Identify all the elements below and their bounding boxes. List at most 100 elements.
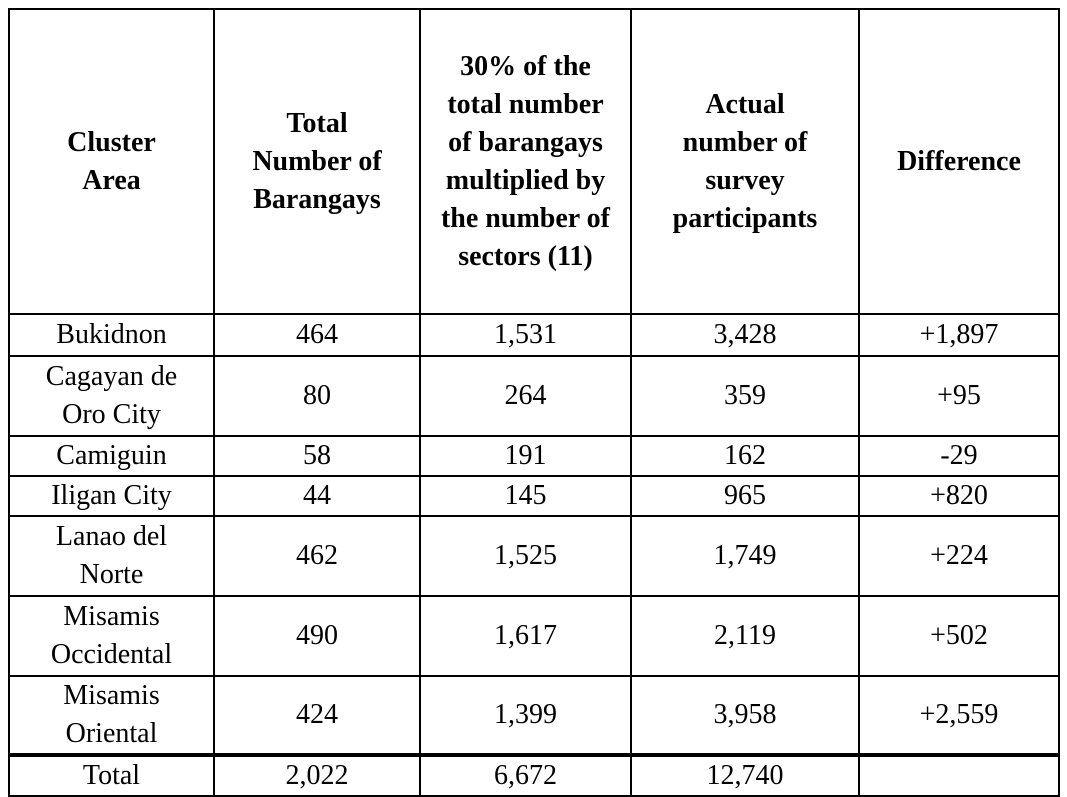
- cell-text: 1,531: [494, 319, 557, 350]
- table-cell: 462: [213, 515, 421, 597]
- table-cell: +95: [858, 355, 1060, 437]
- cell-text: +95: [937, 380, 981, 411]
- cell-text: 145: [504, 480, 547, 511]
- table-cell: Misamis Occidental: [8, 595, 215, 677]
- table-cell: 1,399: [419, 675, 632, 756]
- cell-text: 2,022: [285, 760, 349, 791]
- empty-cell: [858, 753, 1060, 797]
- header-cell: Cluster Area: [8, 8, 215, 315]
- header-cell: Total Number of Barangays: [213, 8, 421, 315]
- cell-text: +224: [930, 540, 988, 571]
- table-cell: 3,958: [630, 675, 860, 756]
- header-cell: Difference: [858, 8, 1060, 315]
- table-cell: Misamis Oriental: [8, 675, 215, 756]
- table-cell: 3,428: [630, 313, 860, 357]
- table-cell: 1,749: [630, 515, 860, 597]
- table-cell: 1,531: [419, 313, 632, 357]
- table-cell: Cagayan de Oro City: [8, 355, 215, 437]
- table-cell: 58: [213, 435, 421, 477]
- table-body: Bukidnon 464 1,531 3,428 +1,897 Cagayan de Or…: [8, 313, 1060, 797]
- table-cell: 2,119: [630, 595, 860, 677]
- table-row: Misamis Occidental 490 1,617 2,119 +502: [8, 595, 1060, 677]
- cell-text: 1,525: [494, 540, 557, 571]
- cell-text: 424: [296, 699, 338, 730]
- cell-text: Misamis Occidental: [50, 601, 173, 670]
- table-cell: 191: [419, 435, 632, 477]
- data-table: Cluster Area Total Number of Barangays 30%…: [8, 8, 1060, 797]
- total-cell: 6,672: [419, 753, 632, 797]
- total-row: Total 2,022 6,672 12,740: [8, 753, 1060, 797]
- table-cell: +502: [858, 595, 1060, 677]
- cell-text: 3,958: [713, 699, 777, 730]
- cell-text: 58: [303, 440, 331, 471]
- cell-text: Bukidnon: [56, 319, 167, 350]
- cell-text: 44: [303, 480, 331, 511]
- table-row: Cagayan de Oro City 80 264 359 +95: [8, 355, 1060, 437]
- table-cell: 44: [213, 475, 421, 517]
- table-row: Camiguin 58 191 162 -29: [8, 435, 1060, 477]
- total-cell: 12,740: [630, 753, 860, 797]
- table-cell: Bukidnon: [8, 313, 215, 357]
- table-row: Misamis Oriental 424 1,399 3,958 +2,559: [8, 675, 1060, 756]
- table-cell: +820: [858, 475, 1060, 517]
- cell-text: +820: [930, 480, 988, 511]
- table-cell: 1,525: [419, 515, 632, 597]
- table-cell: 359: [630, 355, 860, 437]
- table-cell: 1,617: [419, 595, 632, 677]
- cell-text: Actual number of survey participants: [672, 88, 818, 234]
- table-cell: +2,559: [858, 675, 1060, 756]
- cell-text: 191: [504, 440, 547, 471]
- table-cell: Camiguin: [8, 435, 215, 477]
- cell-text: 3,428: [713, 319, 777, 350]
- cell-text: 30% of the total number of barangays mul…: [440, 50, 611, 272]
- table-cell: 490: [213, 595, 421, 677]
- cell-text: Misamis Oriental: [63, 680, 160, 749]
- cell-text: 490: [296, 620, 338, 651]
- table-cell: -29: [858, 435, 1060, 477]
- table-row: Bukidnon 464 1,531 3,428 +1,897: [8, 313, 1060, 357]
- total-cell: Total: [8, 753, 215, 797]
- cell-text: 2,119: [714, 620, 776, 651]
- total-cell: 2,022: [213, 753, 421, 797]
- cell-text: 12,740: [706, 760, 784, 791]
- cell-text: 162: [724, 440, 766, 471]
- cell-text: Cagayan de Oro City: [45, 361, 178, 430]
- cell-text: 1,749: [713, 540, 777, 571]
- table-cell: Iligan City: [8, 475, 215, 517]
- header-cell: Actual number of survey participants: [630, 8, 860, 315]
- cell-text: Total Number of Barangays: [252, 107, 382, 215]
- table-cell: Lanao del Norte: [8, 515, 215, 597]
- table-row: Lanao del Norte 462 1,525 1,749 +224: [8, 515, 1060, 597]
- cell-text: -29: [940, 440, 978, 471]
- table-cell: 80: [213, 355, 421, 437]
- table-cell: 424: [213, 675, 421, 756]
- table-cell: 464: [213, 313, 421, 357]
- table-cell: 145: [419, 475, 632, 517]
- table-row: Iligan City 44 145 965 +820: [8, 475, 1060, 517]
- cell-text: Difference: [897, 145, 1021, 177]
- cell-text: Lanao del Norte: [55, 521, 168, 590]
- cell-text: 1,617: [494, 620, 557, 651]
- cell-text: 264: [504, 380, 547, 411]
- cell-text: +502: [930, 620, 988, 651]
- cell-text: 464: [296, 319, 338, 350]
- cell-text: 462: [296, 540, 338, 571]
- table-cell: +224: [858, 515, 1060, 597]
- table-cell: 162: [630, 435, 860, 477]
- cell-text: +1,897: [919, 319, 999, 350]
- header-cell: 30% of the total number of barangays mul…: [419, 8, 632, 315]
- cell-text: +2,559: [919, 699, 999, 730]
- cell-text: 6,672: [494, 760, 557, 791]
- table-cell: 264: [419, 355, 632, 437]
- cell-text: Cluster Area: [67, 126, 156, 196]
- cell-text: 80: [303, 380, 331, 411]
- header-row: Cluster Area Total Number of Barangays 30%…: [8, 8, 1060, 315]
- cell-text: Total: [82, 760, 141, 791]
- cell-text: 965: [724, 480, 766, 511]
- table-cell: 965: [630, 475, 860, 517]
- table-cell: +1,897: [858, 313, 1060, 357]
- cell-text: Camiguin: [56, 440, 167, 471]
- cell-text: 1,399: [494, 699, 557, 730]
- cell-text: 359: [724, 380, 766, 411]
